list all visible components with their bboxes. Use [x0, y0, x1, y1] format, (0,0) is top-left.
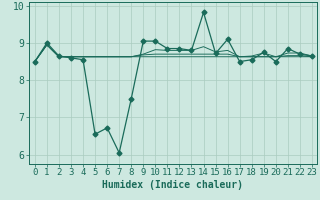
X-axis label: Humidex (Indice chaleur): Humidex (Indice chaleur)	[102, 180, 243, 190]
